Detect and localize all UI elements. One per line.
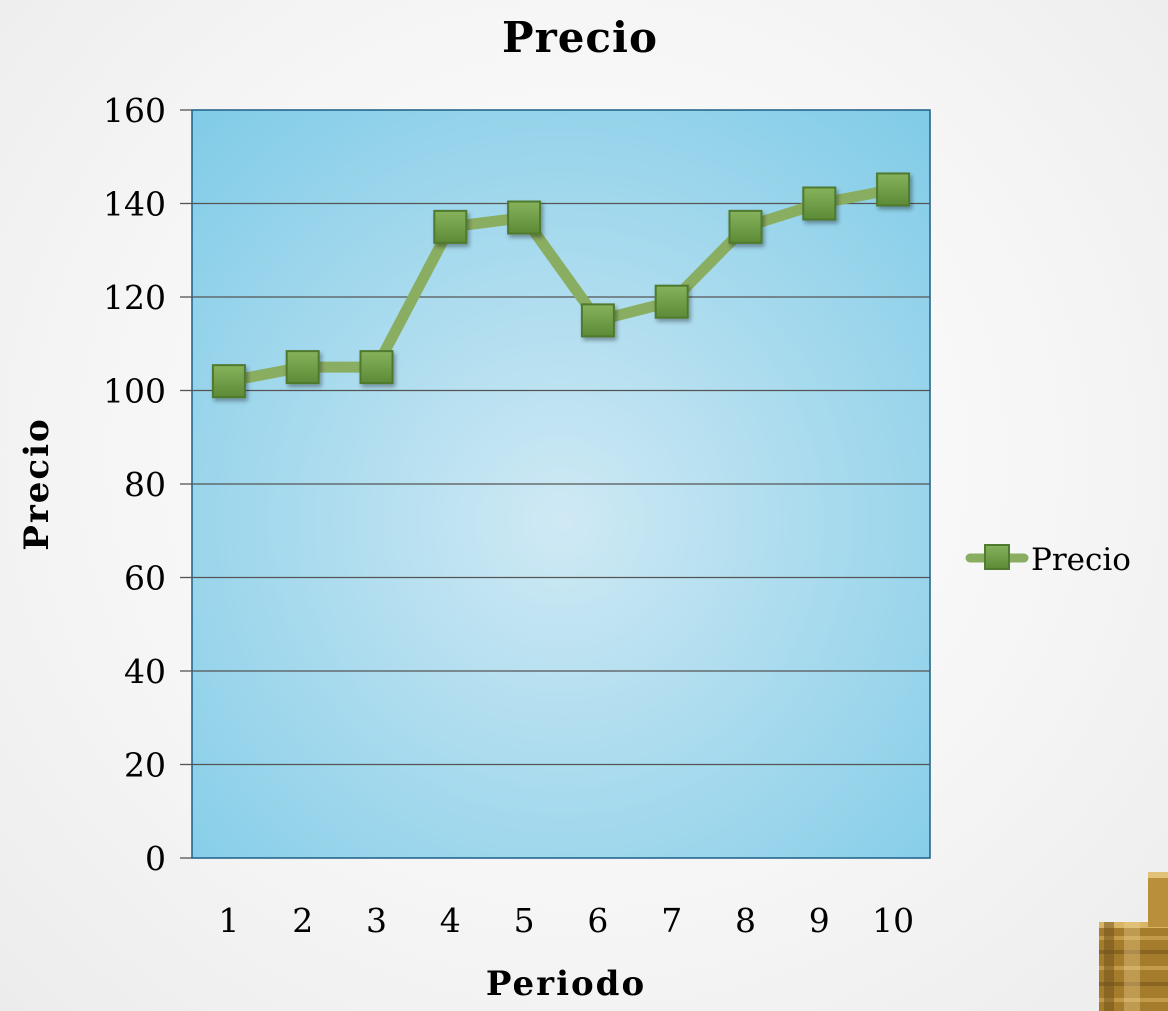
- legend-label: Precio: [1031, 542, 1131, 578]
- data-point-marker: [359, 350, 394, 385]
- data-point-marker: [876, 172, 911, 207]
- x-axis-ticks: 1 2 3 4 5 6 7 8 9 10: [218, 901, 914, 940]
- x-tick-label: 1: [218, 901, 239, 940]
- x-tick-label: 9: [809, 901, 830, 940]
- coin-stack-image: [1099, 872, 1168, 1011]
- y-tick-label: 0: [145, 839, 166, 878]
- data-point-marker: [211, 364, 246, 399]
- data-point-marker: [285, 350, 320, 385]
- chart-title: Precio: [502, 13, 658, 62]
- data-point-marker: [433, 209, 468, 244]
- y-axis-ticks: 0 20 40 60 80 100 120 140 160: [103, 91, 192, 878]
- y-tick-label: 140: [103, 185, 166, 224]
- x-tick-label: 3: [366, 901, 387, 940]
- x-tick-label: 6: [587, 901, 608, 940]
- y-tick-label: 80: [124, 465, 166, 504]
- y-tick-label: 120: [103, 278, 166, 317]
- series-precio: [211, 172, 911, 399]
- series-line: [223, 183, 899, 387]
- x-tick-label: 10: [872, 901, 914, 940]
- x-tick-label: 7: [661, 901, 682, 940]
- data-point-marker: [654, 284, 689, 319]
- legend: Precio: [965, 542, 1131, 578]
- data-point-marker: [728, 209, 763, 244]
- y-tick-label: 60: [124, 559, 166, 598]
- data-point-marker: [580, 303, 615, 338]
- x-tick-label: 8: [735, 901, 756, 940]
- legend-marker-swatch: [984, 544, 1010, 570]
- y-tick-label: 40: [124, 652, 166, 691]
- data-point-marker: [802, 186, 837, 221]
- x-tick-label: 2: [292, 901, 313, 940]
- y-axis-label: Precio: [17, 417, 57, 550]
- x-tick-label: 5: [514, 901, 535, 940]
- x-tick-label: 4: [440, 901, 461, 940]
- y-tick-label: 100: [103, 372, 166, 411]
- y-tick-label: 160: [103, 91, 166, 130]
- y-tick-label: 20: [124, 746, 166, 785]
- x-axis-label: Periodo: [486, 964, 646, 1004]
- data-point-marker: [507, 200, 542, 235]
